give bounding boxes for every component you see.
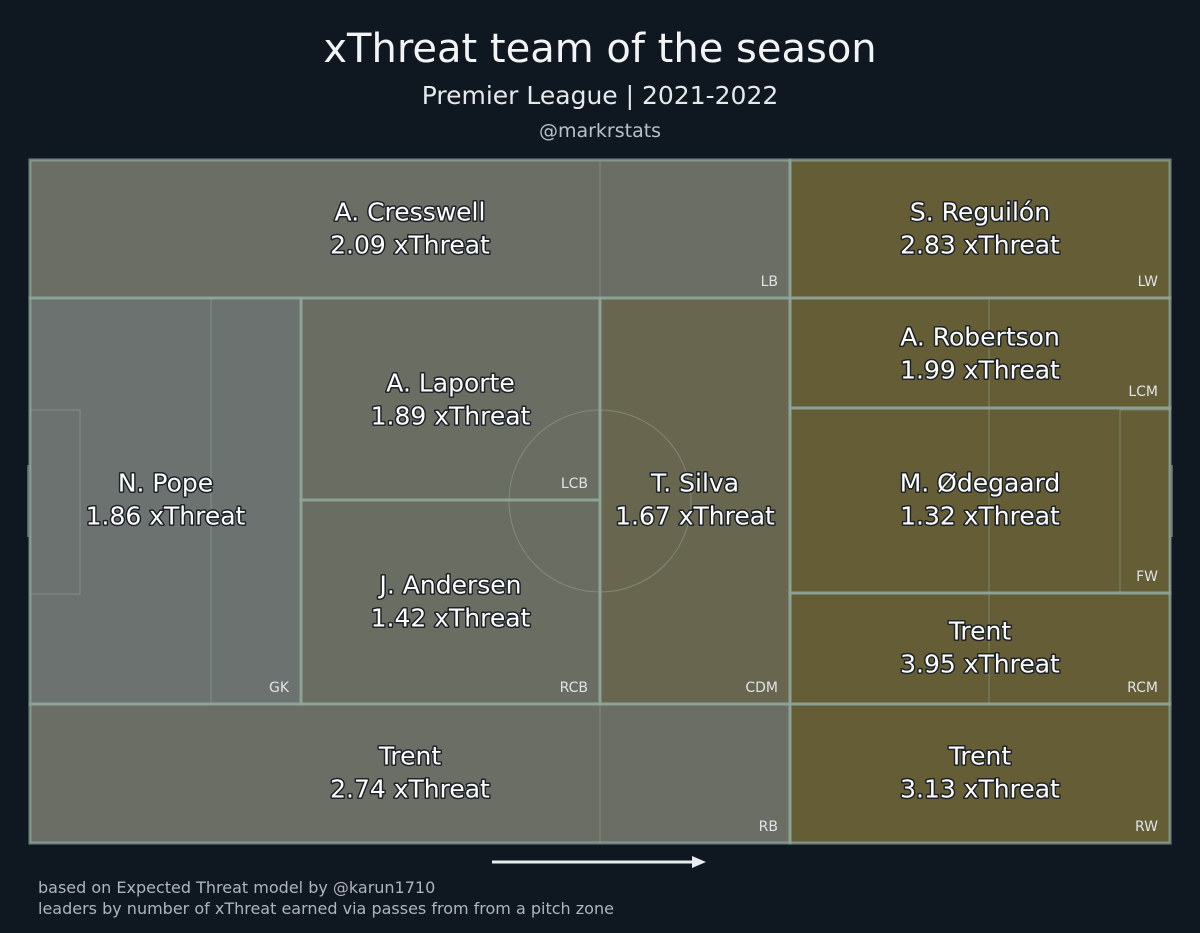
zone-fw bbox=[790, 408, 1170, 593]
player-name-rcb: J. Andersen bbox=[378, 571, 522, 600]
xthreat-value-lw: 2.83 xThreat bbox=[900, 231, 1060, 260]
zone-lcb bbox=[301, 298, 600, 500]
chart-title: xThreat team of the season bbox=[323, 26, 877, 72]
position-label-lcb: LCB bbox=[561, 476, 588, 492]
player-name-lcb: A. Laporte bbox=[386, 369, 514, 398]
author-handle: @markrstats bbox=[538, 120, 662, 142]
position-label-fw: FW bbox=[1136, 569, 1158, 585]
player-name-lb: A. Cresswell bbox=[335, 198, 486, 227]
zone-border-rw bbox=[788, 702, 1172, 845]
chart-subtitle: Premier League | 2021-2022 bbox=[421, 81, 779, 110]
zone-labels: N. Pope 1.86 xThreat GK A. Cresswell 2.09 xT… bbox=[84, 196, 1159, 835]
position-label-rw: RW bbox=[1135, 819, 1158, 835]
zone-rb bbox=[30, 704, 790, 843]
footer-note-method: leaders by number of xThreat earned via … bbox=[38, 899, 614, 918]
position-label-rb: RB bbox=[759, 819, 778, 835]
zone-lw bbox=[790, 160, 1170, 298]
position-label-lw: LW bbox=[1138, 274, 1159, 290]
zone-borders bbox=[28, 158, 1172, 845]
player-name-gk: N. Pope bbox=[118, 469, 213, 498]
zone-lb bbox=[30, 160, 790, 298]
xthreat-value-lb: 2.09 xThreat bbox=[330, 231, 490, 260]
zone-rcm bbox=[790, 593, 1170, 704]
attack-direction-arrow bbox=[492, 856, 706, 868]
footer-note-model: based on Expected Threat model by @karun… bbox=[38, 878, 436, 897]
player-name-fw: M. Ødegaard bbox=[900, 469, 1061, 498]
position-label-gk: GK bbox=[269, 680, 290, 696]
xthreat-value-cdm: 1.67 xThreat bbox=[615, 502, 775, 531]
xthreat-value-fw: 1.32 xThreat bbox=[900, 502, 1060, 531]
player-name-rcm: Trent bbox=[948, 617, 1012, 646]
zone-rw bbox=[790, 704, 1170, 843]
position-label-cdm: CDM bbox=[745, 680, 778, 696]
position-label-lb: LB bbox=[761, 274, 778, 290]
zone-layer bbox=[30, 160, 1170, 843]
player-name-lw: S. Reguilón bbox=[910, 198, 1050, 227]
position-label-rcm: RCM bbox=[1127, 680, 1158, 696]
zone-rcb bbox=[301, 500, 600, 704]
xthreat-value-rw: 3.13 xThreat bbox=[900, 775, 1060, 804]
player-name-cdm: T. Silva bbox=[650, 469, 739, 498]
position-label-lcm: LCM bbox=[1128, 384, 1158, 400]
player-name-rw: Trent bbox=[948, 742, 1012, 771]
xthreat-value-lcb: 1.89 xThreat bbox=[371, 402, 531, 431]
player-name-rb: Trent bbox=[378, 742, 442, 771]
xthreat-value-rcb: 1.42 xThreat bbox=[371, 604, 531, 633]
xthreat-value-lcm: 1.99 xThreat bbox=[900, 356, 1060, 385]
position-label-rcb: RCB bbox=[560, 680, 588, 696]
zone-lcm bbox=[790, 298, 1170, 408]
xthreat-value-rb: 2.74 xThreat bbox=[330, 775, 490, 804]
xthreat-value-gk: 1.86 xThreat bbox=[86, 502, 246, 531]
player-name-lcm: A. Robertson bbox=[900, 323, 1060, 352]
zone-gk bbox=[30, 298, 301, 704]
zone-cdm bbox=[600, 298, 790, 704]
xthreat-value-rcm: 3.95 xThreat bbox=[900, 650, 1060, 679]
